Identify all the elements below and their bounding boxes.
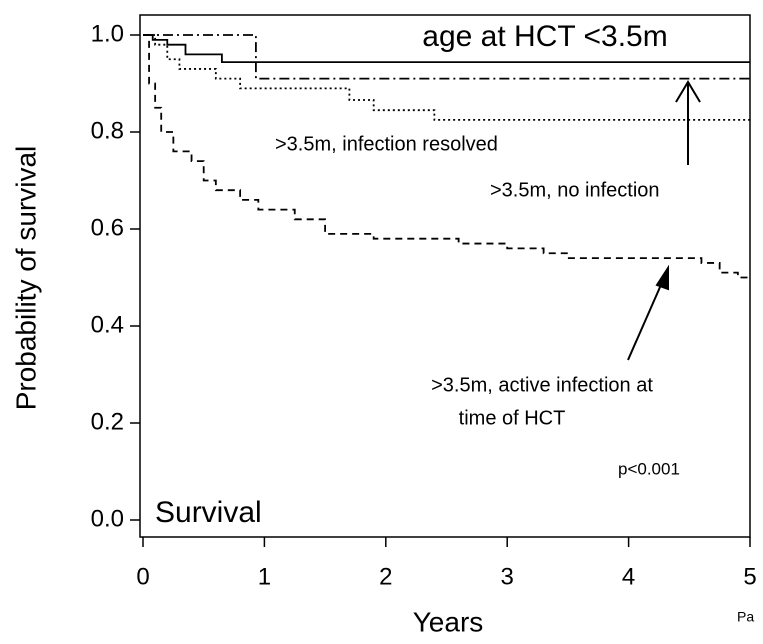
x-tick-label: 4	[622, 563, 635, 590]
arrow	[627, 277, 665, 361]
y-tick-label: 0.6	[91, 214, 124, 241]
y-tick-label: 1.0	[91, 20, 124, 47]
survival-line	[143, 34, 750, 80]
arrow-head	[675, 80, 701, 103]
annotation: >3.5m, active infection at	[431, 374, 653, 396]
y-axis-label: Probability of survival	[10, 146, 41, 411]
annotation: age at HCT <3.5m	[422, 20, 667, 53]
x-tick-label: 3	[501, 563, 514, 590]
annotation: >3.5m, no infection	[490, 179, 660, 201]
annotation: p<0.001	[618, 459, 680, 478]
annotation: Pa	[737, 609, 754, 625]
y-tick-label: 0.4	[91, 311, 124, 338]
x-tick-label: 1	[258, 563, 271, 590]
arrows	[627, 80, 701, 361]
x-tick-label: 2	[379, 563, 392, 590]
annotation: Survival	[155, 496, 262, 529]
arrow-head	[655, 264, 669, 291]
y-tick-label: 0.8	[91, 117, 124, 144]
survival-line	[143, 34, 750, 121]
x-tick-label: 5	[743, 563, 756, 590]
y-tick-label: 0.0	[91, 505, 124, 532]
plot-frame	[139, 14, 751, 538]
y-tick-label: 0.2	[91, 408, 124, 435]
x-tick-label: 0	[136, 563, 149, 590]
survival-line	[143, 34, 750, 279]
annotation: >3.5m, infection resolved	[275, 133, 498, 155]
annotation: time of HCT	[459, 407, 566, 429]
x-axis-label: Years	[413, 606, 484, 637]
survival-line	[143, 34, 750, 64]
